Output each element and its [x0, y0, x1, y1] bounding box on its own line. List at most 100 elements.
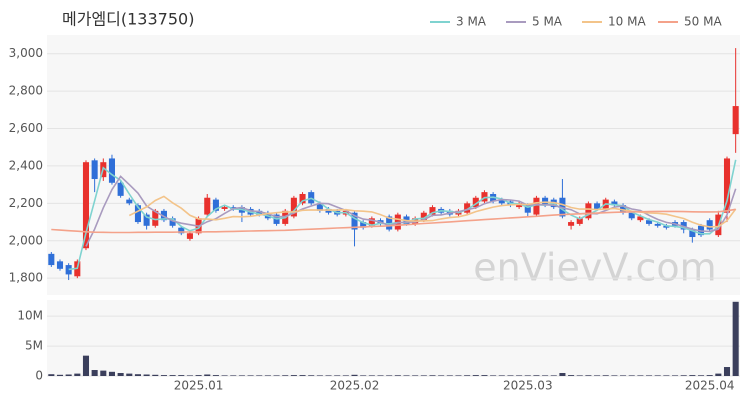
candle-body	[568, 222, 575, 226]
volume-bar	[74, 373, 81, 376]
candle-body	[108, 158, 116, 183]
volume-bar	[316, 375, 323, 376]
candle-body	[204, 197, 211, 215]
volume-bar	[204, 374, 211, 376]
candle-body	[689, 229, 696, 238]
y-tick-label: 2,800	[9, 84, 43, 98]
x-tick-label: 2025.03	[503, 379, 553, 393]
volume-bar	[663, 375, 670, 376]
volume-bar	[611, 375, 618, 376]
volume-bar	[429, 375, 436, 376]
candle-body	[351, 212, 358, 230]
volume-bar	[568, 375, 575, 376]
volume-bar	[143, 374, 150, 376]
candle-body	[91, 160, 98, 180]
y-tick-label: 2,400	[9, 158, 43, 172]
candle-body	[256, 210, 263, 215]
volume-bar	[671, 375, 679, 376]
x-tick-label: 2025.04	[685, 379, 735, 393]
volume-bar	[412, 375, 419, 376]
volume-bar	[386, 375, 393, 376]
candle-body	[65, 265, 72, 275]
volume-bar	[48, 374, 55, 376]
candle-body	[117, 182, 124, 196]
y-tick-label: 2,600	[9, 121, 43, 135]
volume-bar	[282, 375, 289, 376]
y-tick-label: 3,000	[9, 46, 43, 60]
volume-bar	[264, 375, 271, 376]
y-tick-label: 5M	[25, 339, 43, 353]
volume-bar	[82, 355, 90, 376]
volume-bar	[472, 375, 479, 376]
candle-body	[143, 214, 150, 226]
volume-bar	[325, 375, 332, 376]
candle-body	[160, 210, 167, 221]
candle-body	[646, 220, 653, 224]
volume-bar	[134, 374, 141, 376]
volume-bar	[507, 375, 514, 376]
volume-bar	[715, 373, 722, 376]
volume-bar	[126, 373, 133, 376]
y-tick-label: 1,800	[9, 271, 43, 285]
volume-bar	[256, 375, 263, 376]
candle-body	[498, 199, 505, 204]
volume-bar	[628, 375, 635, 376]
volume-bar	[464, 375, 471, 376]
candle-body	[178, 227, 185, 234]
candle-body	[368, 218, 375, 226]
volume-bar	[160, 375, 167, 376]
volume-bar	[481, 375, 488, 376]
volume-bar	[585, 375, 592, 376]
volume-bar	[100, 370, 107, 376]
chart-title: 메가엠디(133750)	[62, 10, 194, 29]
candle-body	[316, 203, 323, 211]
candle-body	[723, 158, 731, 213]
candle-body	[481, 192, 488, 202]
volume-bar	[542, 375, 549, 376]
volume-bar	[342, 375, 349, 376]
y-tick-label: 0	[35, 369, 43, 383]
candle-body	[212, 199, 219, 211]
volume-bar	[697, 375, 705, 376]
candle-body	[654, 223, 661, 226]
volume-bar	[524, 375, 531, 376]
volume-bar	[394, 375, 401, 376]
candle-body	[637, 216, 644, 221]
candle-body	[299, 193, 306, 204]
candle-body	[152, 210, 159, 226]
volume-bar	[732, 301, 739, 376]
candle-body	[186, 233, 193, 239]
y-tick-label: 2,000	[9, 233, 43, 247]
candle-body	[585, 203, 592, 219]
candle-body	[611, 201, 618, 206]
volume-bar	[533, 375, 540, 376]
volume-bar	[403, 375, 410, 376]
candle-body	[221, 207, 228, 209]
volume-bar	[723, 367, 731, 376]
legend-label: 10 MA	[608, 15, 646, 29]
volume-bar	[221, 375, 228, 376]
volume-bar	[273, 375, 280, 376]
volume-bar	[230, 375, 237, 376]
candle-body	[386, 216, 393, 230]
volume-bar	[446, 375, 453, 376]
y-tick-label: 2,200	[9, 196, 43, 210]
candle-body	[464, 203, 471, 213]
volume-panel	[47, 300, 740, 376]
candle-body	[628, 212, 635, 219]
volume-bar	[420, 375, 427, 376]
volume-bar	[290, 375, 297, 376]
volume-bar	[559, 373, 566, 376]
volume-bar	[117, 373, 124, 376]
candle-body	[524, 205, 531, 213]
volume-bar	[438, 375, 445, 376]
candle-body	[732, 106, 739, 135]
legend-label: 50 MA	[684, 15, 722, 29]
volume-bar	[646, 375, 653, 376]
volume-bar	[91, 370, 98, 376]
legend-label: 5 MA	[532, 15, 563, 29]
candle-body	[594, 203, 601, 209]
candle-body	[360, 222, 367, 228]
volume-bar	[516, 375, 523, 376]
